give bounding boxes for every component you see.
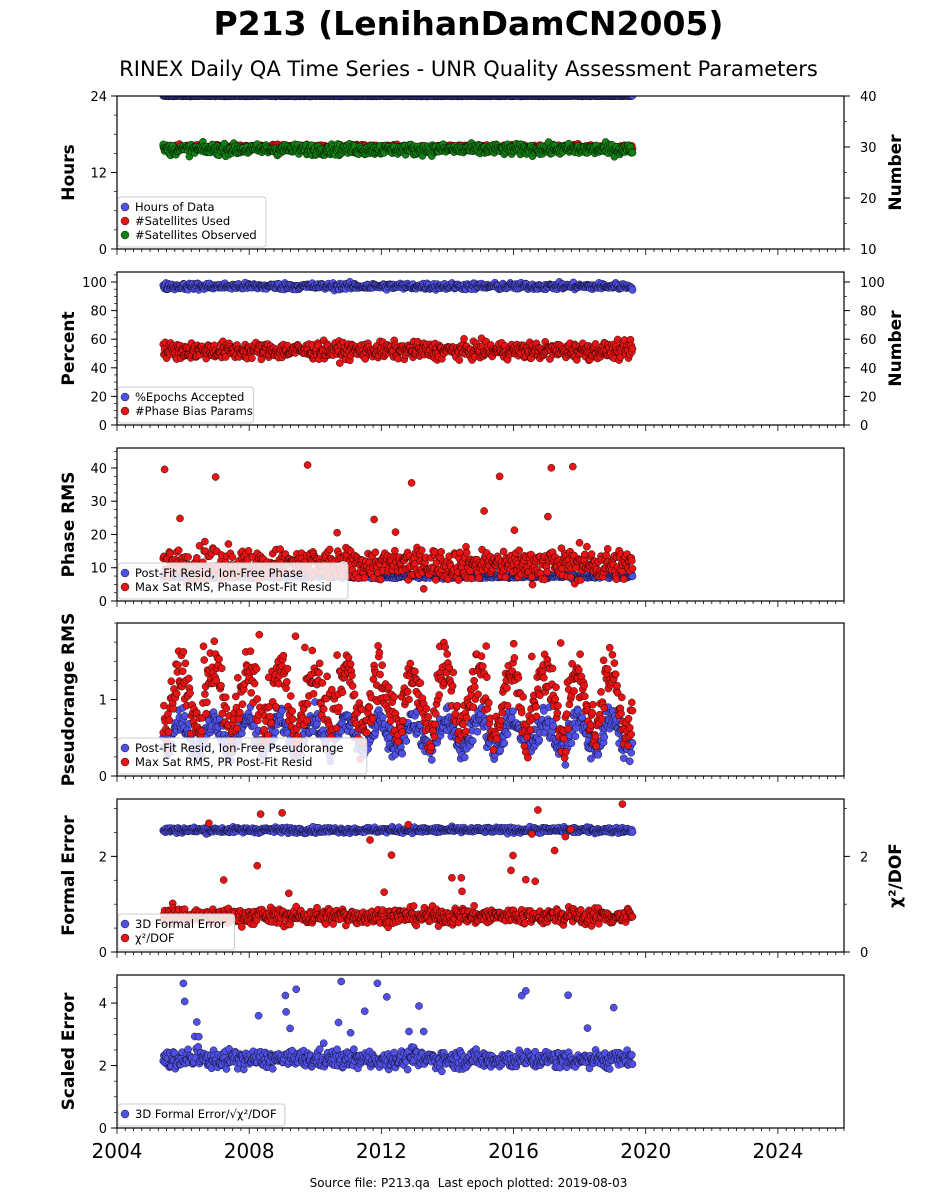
panel-2-legend: %Epochs Accepted#Phase Bias Params bbox=[117, 386, 254, 424]
legend-marker bbox=[120, 392, 130, 402]
y-tick-label: 60 bbox=[90, 333, 107, 348]
data-point bbox=[480, 507, 488, 515]
data-point bbox=[474, 574, 483, 583]
data-point bbox=[303, 461, 312, 469]
page-title: P213 (LenihanDamCN2005) bbox=[213, 4, 724, 43]
data-point bbox=[391, 528, 400, 536]
data-point bbox=[371, 548, 380, 557]
data-point bbox=[228, 553, 237, 562]
data-point bbox=[431, 576, 440, 584]
y2-tick-label: 20 bbox=[860, 192, 877, 207]
legend-box bbox=[117, 196, 267, 248]
y2-axis-label: Number bbox=[886, 134, 906, 211]
data-point bbox=[160, 465, 169, 474]
data-point bbox=[360, 574, 369, 582]
data-point bbox=[417, 546, 426, 555]
y2-tick-label: 80 bbox=[860, 305, 877, 320]
data-point bbox=[467, 574, 476, 583]
data-point bbox=[460, 334, 468, 343]
y2-tick-label: 40 bbox=[860, 90, 877, 105]
legend-label: #Satellites Observed bbox=[135, 228, 257, 242]
y-tick-label: 20 bbox=[90, 390, 107, 405]
data-point bbox=[325, 545, 334, 554]
series-1-points bbox=[159, 277, 637, 295]
data-point bbox=[454, 576, 463, 584]
data-point bbox=[184, 553, 192, 561]
y-axis-label: Hours bbox=[59, 144, 79, 201]
data-point bbox=[455, 356, 464, 364]
legend-marker bbox=[120, 202, 130, 212]
y-tick-label: 0 bbox=[99, 419, 107, 434]
y2-tick-label: 100 bbox=[860, 276, 885, 291]
y-tick-label: 24 bbox=[90, 90, 107, 105]
legend-marker bbox=[120, 406, 130, 416]
data-point bbox=[407, 479, 416, 487]
data-point bbox=[224, 540, 233, 548]
data-point bbox=[376, 575, 385, 584]
panel-2-points bbox=[159, 277, 637, 367]
panel-2: 0 20 40 60 80 100 0 20 40 60 80 100 Number Percent %Ep… bbox=[59, 271, 906, 434]
data-point bbox=[628, 148, 637, 157]
data-point bbox=[176, 514, 184, 523]
y-tick-label: 12 bbox=[90, 167, 107, 182]
data-point bbox=[221, 353, 230, 361]
legend-box bbox=[117, 386, 254, 424]
series-3-points bbox=[159, 137, 637, 161]
y-tick-label: 80 bbox=[90, 305, 107, 320]
y-tick-label: 40 bbox=[90, 362, 107, 377]
data-point bbox=[201, 537, 209, 546]
y2-tick-label: 20 bbox=[860, 390, 877, 405]
legend-marker bbox=[120, 230, 130, 240]
data-point bbox=[174, 546, 183, 555]
page-subtitle: RINEX Daily QA Time Series - UNR Quality… bbox=[119, 57, 818, 81]
data-point bbox=[437, 548, 446, 556]
y-tick-label: 100 bbox=[82, 276, 107, 291]
data-point bbox=[462, 548, 471, 557]
panel-1-points bbox=[159, 96, 637, 161]
panel-1-legend: Hours of Data#Satellites Used#Satellites… bbox=[117, 196, 267, 248]
data-point bbox=[628, 96, 637, 100]
y-tick-label: 0 bbox=[99, 243, 107, 258]
series-2-points bbox=[159, 334, 637, 367]
y2-tick-label: 10 bbox=[860, 243, 877, 258]
y-axis-label: Percent bbox=[59, 311, 79, 385]
legend-label: %Epochs Accepted bbox=[135, 390, 244, 404]
data-point bbox=[166, 549, 174, 558]
legend-label: #Satellites Used bbox=[135, 214, 230, 228]
legend-label: #Phase Bias Params bbox=[135, 404, 253, 418]
y2-tick-label: 60 bbox=[860, 333, 877, 348]
legend-marker bbox=[120, 216, 130, 226]
data-point bbox=[248, 354, 256, 363]
data-point bbox=[628, 344, 637, 353]
y2-axis-label: Number bbox=[886, 310, 906, 387]
data-point bbox=[419, 585, 428, 593]
data-point bbox=[192, 554, 201, 562]
data-point bbox=[391, 546, 399, 555]
y2-tick-label: 0 bbox=[860, 419, 868, 434]
data-point bbox=[211, 473, 220, 481]
data-point bbox=[370, 515, 378, 524]
data-point bbox=[335, 359, 344, 367]
y2-tick-label: 40 bbox=[860, 362, 877, 377]
data-point bbox=[333, 528, 341, 537]
data-point bbox=[628, 286, 637, 294]
y2-tick-label: 30 bbox=[860, 141, 877, 156]
legend-label: Hours of Data bbox=[135, 200, 215, 214]
data-point bbox=[244, 547, 253, 555]
